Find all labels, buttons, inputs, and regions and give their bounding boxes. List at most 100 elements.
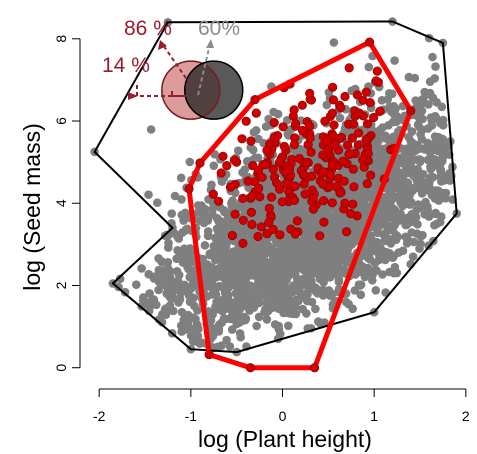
background-point (193, 331, 203, 341)
highlight-point (225, 182, 236, 192)
background-point (241, 315, 250, 325)
subset-hull-vertex (406, 106, 416, 116)
background-point (396, 183, 406, 193)
background-point (160, 280, 169, 290)
background-point (284, 321, 293, 331)
background-point (424, 100, 433, 109)
background-point (200, 241, 210, 250)
background-point (306, 254, 316, 263)
background-point (153, 198, 162, 207)
background-point (292, 295, 301, 305)
y-tick-label: 8 (53, 35, 69, 43)
background-point (386, 239, 396, 248)
background-point (157, 318, 167, 327)
y-tick-label: 4 (53, 199, 69, 207)
background-point (306, 247, 316, 256)
background-point (177, 195, 186, 204)
background-point (288, 309, 298, 319)
highlight-point (361, 135, 371, 145)
background-point (302, 296, 312, 306)
background-point (371, 286, 381, 295)
highlight-point (353, 108, 363, 118)
highlight-points-layer (208, 63, 399, 248)
highlight-point (275, 184, 285, 194)
background-point (421, 197, 430, 207)
background-point (167, 294, 176, 304)
background-point (183, 320, 192, 330)
background-point (266, 285, 275, 294)
background-point (272, 262, 282, 271)
background-point (222, 335, 231, 345)
background-point (357, 189, 367, 199)
highlight-point (227, 230, 237, 241)
background-point (370, 258, 380, 268)
background-point (307, 222, 317, 232)
x-tick-label: -1 (185, 408, 198, 424)
highlight-point (352, 90, 363, 100)
highlight-point (342, 227, 352, 237)
background-point (199, 218, 209, 228)
background-point (264, 261, 273, 271)
background-point (382, 221, 392, 231)
background-point (181, 247, 190, 257)
background-point (200, 204, 210, 214)
background-point (403, 178, 413, 187)
background-point (219, 270, 228, 280)
background-point (173, 284, 183, 294)
background-point (230, 221, 240, 231)
highlight-point (340, 198, 350, 208)
background-point (364, 62, 374, 72)
background-point (322, 246, 332, 255)
background-point (270, 320, 280, 329)
subset-hull-vertex (195, 158, 205, 168)
highlight-point (253, 231, 263, 242)
background-point (278, 255, 288, 265)
highlight-point (299, 179, 309, 189)
background-point (356, 290, 366, 300)
subset-hull-vertex (184, 184, 194, 194)
highlight-point (348, 119, 359, 129)
background-point (276, 329, 285, 339)
background-point (432, 98, 442, 107)
background-point (372, 176, 382, 186)
background-point (390, 56, 399, 65)
background-point (426, 164, 436, 174)
background-point (172, 277, 181, 287)
x-tick-label: 0 (279, 408, 287, 424)
highlight-point (255, 192, 265, 202)
highlight-point (216, 168, 226, 178)
background-point (183, 310, 193, 320)
background-point (232, 319, 241, 329)
background-point (383, 202, 392, 212)
highlight-point (327, 160, 338, 170)
highlight-point (305, 133, 315, 143)
background-point (304, 282, 313, 292)
highlight-point (362, 179, 372, 189)
highlight-point (371, 76, 381, 86)
background-point (393, 192, 403, 202)
background-point (227, 201, 237, 210)
background-point (409, 237, 419, 247)
background-point (445, 176, 455, 185)
background-point (248, 145, 258, 155)
background-point (225, 342, 235, 351)
background-point (389, 268, 399, 278)
background-point (279, 308, 288, 318)
background-point (432, 186, 442, 195)
highlight-point (305, 88, 315, 98)
background-point (385, 212, 395, 221)
background-point (233, 146, 243, 155)
background-point (417, 106, 427, 116)
subset-hull-vertex (364, 37, 375, 47)
background-point (313, 244, 323, 254)
background-point (209, 241, 219, 251)
background-point (189, 293, 198, 303)
background-point (415, 176, 424, 186)
background-point (170, 191, 180, 201)
background-point (209, 161, 219, 170)
background-point (189, 324, 198, 334)
background-point (285, 262, 294, 271)
background-point (334, 277, 344, 287)
highlight-point (238, 238, 248, 248)
background-point (326, 235, 335, 245)
